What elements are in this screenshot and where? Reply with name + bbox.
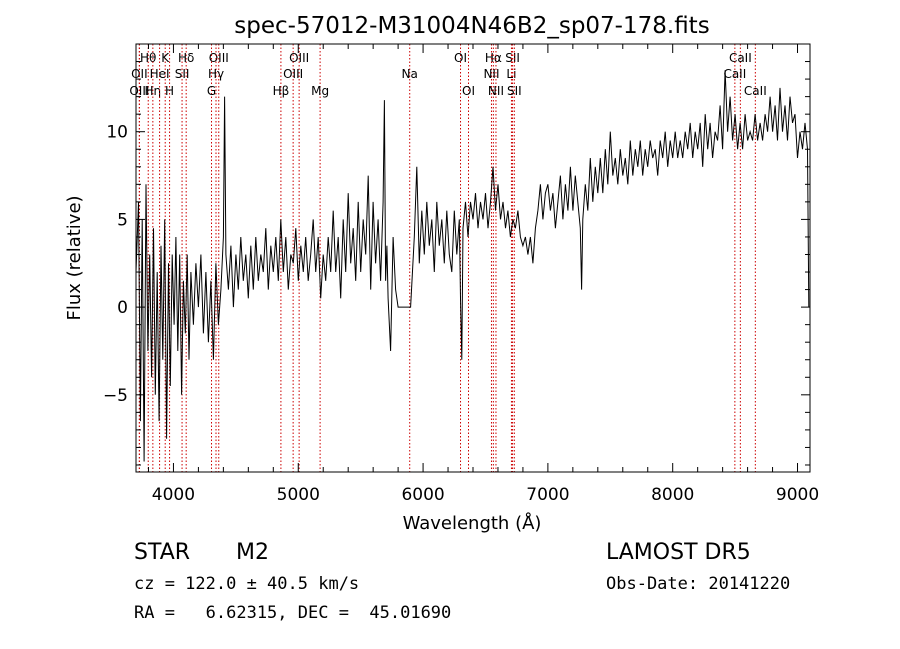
line-marker-label: Hγ (208, 67, 224, 81)
line-marker-label: Hα (485, 51, 502, 65)
line-marker-label: H (165, 84, 174, 98)
y-tick-label: 10 (106, 123, 128, 143)
line-marker-label: Hη (145, 84, 162, 98)
line-marker-label: Mg (311, 84, 329, 98)
line-marker-label: Li (506, 67, 516, 81)
tick-labels: 4000 5000 6000 7000 8000 9000 −5 0 5 10 (103, 123, 819, 505)
y-tick-label: 0 (117, 298, 128, 318)
line-marker-label: OI (454, 51, 467, 65)
line-marker-label: HeI (150, 67, 170, 81)
y-tick-label: 5 (117, 210, 128, 230)
line-marker-label: CaII (723, 67, 746, 81)
x-tick-label: 4000 (152, 485, 195, 505)
line-marker-label: SII (505, 51, 520, 65)
object-subclass: M2 (236, 540, 269, 565)
axis-ticks (136, 44, 810, 472)
line-marker-label: CaII (729, 51, 752, 65)
line-marker-label: SII (175, 67, 190, 81)
line-marker-label: Hβ (273, 84, 290, 98)
line-marker-label: OIII (289, 51, 309, 65)
line-marker-label: G (207, 84, 216, 98)
line-marker-label: CaII (744, 84, 767, 98)
line-marker-label: Hθ (140, 51, 156, 65)
redshift-readout: cz = 122.0 ± 40.5 km/s (134, 574, 360, 594)
line-marker-label: Na (402, 67, 418, 81)
line-marker-label: OIII (283, 67, 303, 81)
x-tick-label: 6000 (401, 485, 444, 505)
obs-date: Obs-Date: 20141220 (606, 574, 791, 594)
line-marker-label: OII (131, 67, 148, 81)
line-marker-label: NII (488, 84, 504, 98)
line-marker-label: K (161, 51, 170, 65)
plot-frame (135, 43, 811, 473)
line-marker-label: Hδ (178, 51, 194, 65)
x-tick-label: 9000 (776, 485, 819, 505)
x-axis-label: Wavelength (Å) (403, 512, 542, 534)
chart-title: spec-57012-M31004N46B2_sp07-178.fits (234, 13, 709, 39)
line-marker-label: OIII (209, 51, 229, 65)
y-axis-label: Flux (relative) (64, 195, 85, 320)
y-tick-label: −5 (103, 386, 128, 406)
spectrum-line-0 (135, 70, 810, 462)
object-class: STAR (134, 540, 191, 565)
x-tick-label: 7000 (526, 485, 569, 505)
x-tick-label: 8000 (651, 485, 694, 505)
line-marker-label: OIII (129, 84, 149, 98)
x-tick-label: 5000 (277, 485, 320, 505)
line-marker-label: OI (462, 84, 475, 98)
spectrum-series (135, 70, 810, 462)
line-marker-label: NII (483, 67, 499, 81)
survey-name: LAMOST DR5 (606, 540, 751, 565)
line-marker-label: SII (507, 84, 522, 98)
coordinates-readout: RA = 6.62315, DEC = 45.01690 (134, 603, 452, 623)
